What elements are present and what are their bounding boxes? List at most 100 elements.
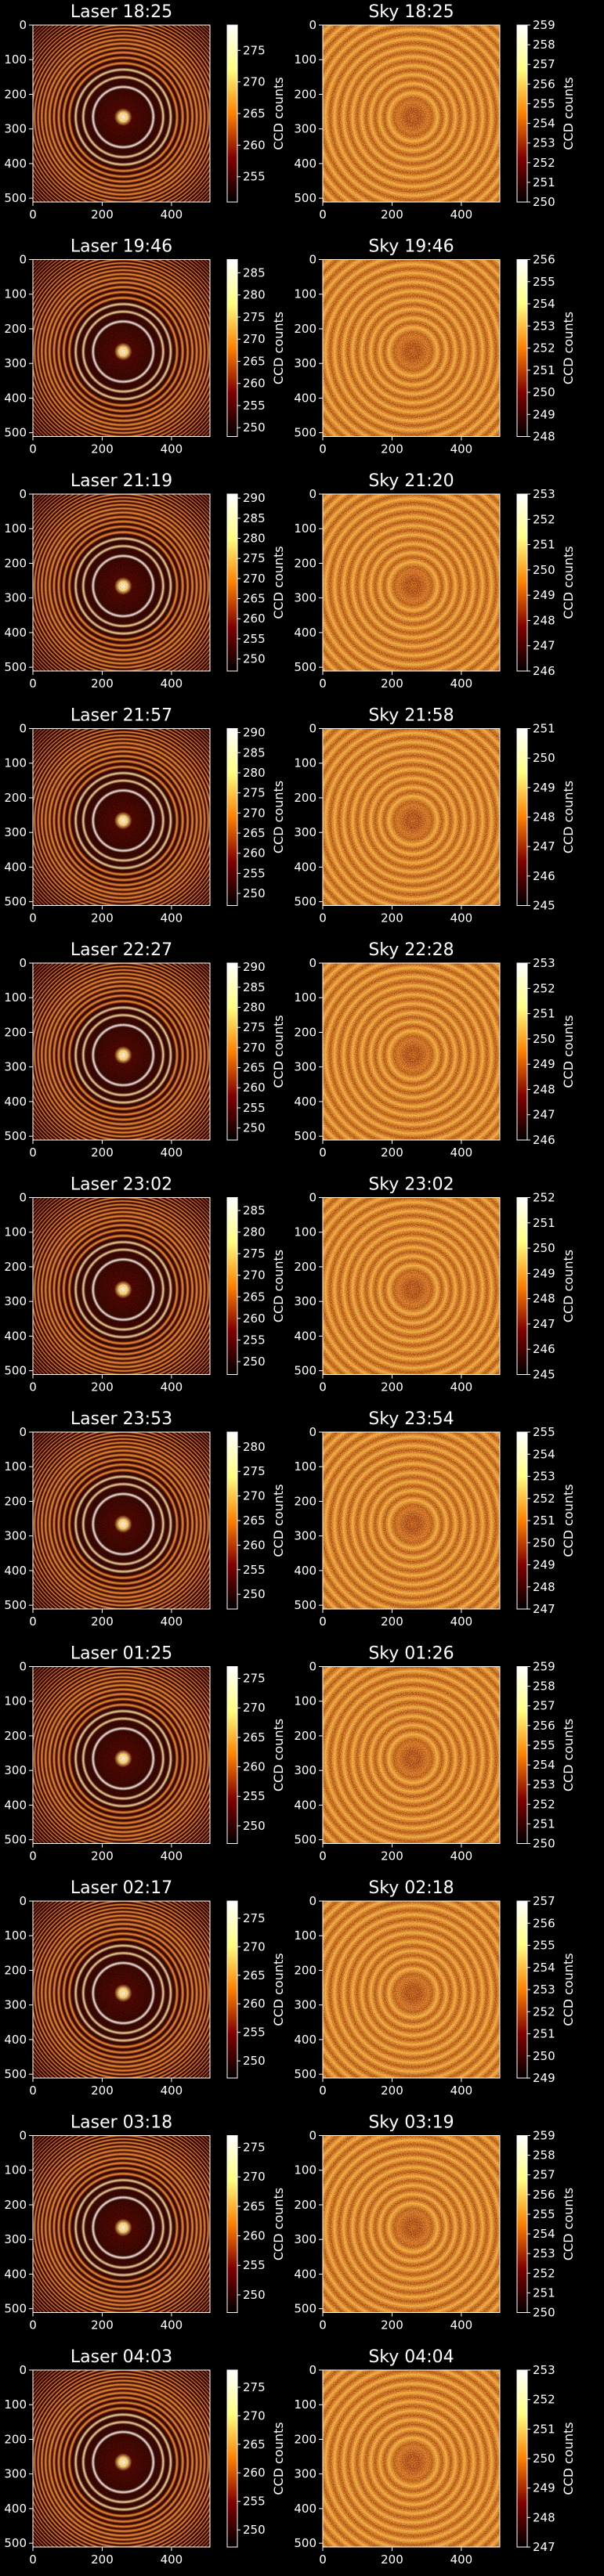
panel-title: Laser 03:18	[71, 2113, 172, 2133]
y-tick-label: 400	[4, 626, 27, 640]
axes-frame	[32, 24, 211, 203]
colorbar	[516, 2135, 528, 2313]
colorbar-tick-label: 265	[243, 1968, 266, 1983]
y-tick-label: 400	[4, 2033, 27, 2047]
heatmap-noise	[33, 963, 210, 1140]
colorbar-tick-label: 257	[533, 2168, 555, 2182]
colorbar-tick-label: 250	[533, 2452, 555, 2466]
colorbar	[226, 1431, 238, 1610]
y-tick-label: 200	[4, 1494, 27, 1508]
axes-frame	[32, 1900, 211, 2079]
colorbar-tick-label: 251	[533, 363, 555, 377]
colorbar-label: CCD counts	[271, 1953, 286, 2026]
colorbar-tick-label: 250	[243, 420, 266, 435]
y-tick-label: 100	[4, 990, 27, 1005]
axes-frame	[322, 728, 501, 906]
y-tick-label: 300	[4, 1998, 27, 2012]
x-tick-label: 0	[29, 2084, 37, 2098]
colorbar-tick-label: 275	[243, 2141, 266, 2155]
colorbar-tick-label: 259	[533, 18, 555, 32]
y-tick-label: 300	[294, 2232, 316, 2246]
x-tick-label: 400	[450, 1145, 473, 1160]
y-tick-label: 400	[4, 157, 27, 171]
panel-title: Laser 23:53	[71, 1409, 172, 1429]
heatmap-noise	[323, 259, 500, 437]
y-tick-label: 300	[294, 1763, 316, 1777]
colorbar-tick-label: 257	[533, 1894, 555, 1908]
colorbar-tick-label: 247	[533, 839, 555, 853]
y-tick-label: 0	[309, 1425, 316, 1439]
colorbar-tick-label: 280	[243, 766, 266, 780]
x-tick-label: 400	[161, 2553, 183, 2567]
colorbar-tick-label: 248	[533, 613, 555, 627]
y-tick-label: 300	[294, 356, 316, 370]
colorbar-label: CCD counts	[561, 1719, 576, 1791]
y-tick-label: 200	[294, 1260, 316, 1274]
x-tick-label: 0	[319, 207, 327, 222]
colorbar-label: CCD counts	[561, 781, 576, 853]
heatmap-noise	[33, 2135, 210, 2313]
colorbar-tick-label: 285	[243, 511, 266, 525]
colorbar	[516, 1197, 528, 1375]
x-tick-label: 400	[450, 676, 473, 691]
colorbar-tick-label: 254	[533, 1961, 555, 1975]
y-tick-label: 100	[294, 52, 316, 67]
axes-frame	[32, 493, 211, 672]
colorbar-tick-label: 249	[533, 588, 555, 602]
colorbar-tick-label: 265	[243, 1730, 266, 1744]
axes-frame	[322, 2135, 501, 2313]
y-tick-label: 0	[309, 487, 316, 501]
y-tick-label: 100	[294, 756, 316, 770]
x-tick-label: 0	[29, 1615, 37, 1629]
colorbar-tick-label: 249	[533, 1057, 555, 1071]
y-tick-label: 500	[294, 191, 316, 205]
colorbar-tick-label: 260	[243, 1538, 266, 1552]
colorbar-tick-label: 270	[243, 75, 266, 89]
y-tick-label: 200	[4, 87, 27, 101]
y-tick-label: 100	[4, 1225, 27, 1239]
colorbar-tick-label: 245	[533, 1368, 555, 1382]
colorbar-tick-label: 265	[243, 1513, 266, 1528]
x-tick-label: 400	[450, 207, 473, 222]
y-tick-label: 300	[4, 1529, 27, 1543]
colorbar-tick-label: 254	[533, 297, 555, 311]
y-tick-label: 100	[4, 2163, 27, 2177]
colorbar-tick-label: 260	[243, 1760, 266, 1774]
y-tick-label: 400	[294, 1564, 316, 1578]
colorbar-tick-label: 253	[533, 1777, 555, 1791]
colorbar-tick-label: 252	[533, 2393, 555, 2407]
heatmap-noise	[323, 1666, 500, 1844]
colorbar-tick-label: 253	[533, 487, 555, 501]
colorbar-tick-label: 270	[243, 2170, 266, 2184]
colorbar-label: CCD counts	[271, 1250, 286, 1322]
y-tick-label: 200	[294, 2432, 316, 2446]
y-tick-label: 500	[4, 660, 27, 674]
axes-frame	[322, 2369, 501, 2548]
y-tick-label: 100	[4, 52, 27, 67]
colorbar-tick-label: 256	[533, 77, 555, 91]
colorbar-tick-label: 251	[533, 175, 555, 189]
colorbar-tick-label: 245	[533, 899, 555, 913]
y-tick-label: 200	[294, 87, 316, 101]
colorbar-label: CCD counts	[271, 2422, 286, 2495]
panel-title: Sky 04:04	[368, 2347, 454, 2367]
colorbar-tick-label: 253	[533, 1470, 555, 1484]
colorbar-tick-label: 258	[533, 1679, 555, 1694]
colorbar-tick-label: 265	[243, 592, 266, 606]
y-tick-label: 300	[4, 356, 27, 370]
y-tick-label: 100	[4, 287, 27, 301]
x-tick-label: 0	[319, 2553, 327, 2567]
x-tick-label: 0	[319, 1615, 327, 1629]
colorbar-tick-label: 260	[243, 1311, 266, 1326]
colorbar-label: CCD counts	[561, 2422, 576, 2495]
panel-title: Laser 02:17	[71, 1878, 172, 1898]
y-tick-label: 300	[294, 1294, 316, 1308]
y-tick-label: 100	[294, 1459, 316, 1474]
x-tick-label: 200	[91, 1145, 114, 1160]
colorbar-label: CCD counts	[271, 1484, 286, 1557]
colorbar-tick-label: 255	[243, 1101, 266, 1115]
x-tick-label: 400	[161, 1849, 183, 1863]
